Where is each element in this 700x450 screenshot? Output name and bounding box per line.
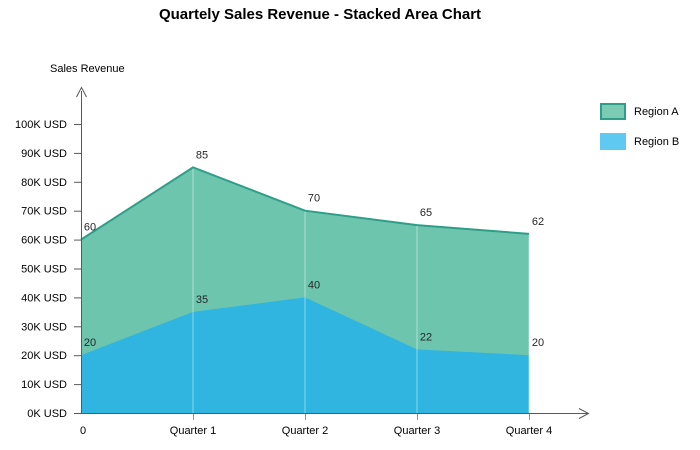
y-tick-label: 50K USD [21, 264, 67, 276]
data-label-region-b: 40 [308, 279, 320, 291]
x-tick-label: Quarter 3 [394, 425, 440, 437]
data-label-region-b: 22 [420, 331, 432, 343]
legend-label-region-a: Region A [634, 105, 679, 118]
data-label-region-a: 85 [196, 149, 208, 161]
data-label-region-b: 35 [196, 294, 208, 306]
legend-swatch-1 [600, 133, 626, 150]
x-tick-label: Quarter 1 [170, 425, 216, 437]
x-tick-label: Quarter 2 [282, 425, 328, 437]
y-tick-label: 60K USD [21, 235, 67, 247]
y-tick-label: 20K USD [21, 350, 67, 362]
data-label-region-a: 60 [84, 222, 96, 234]
y-tick-label: 70K USD [21, 206, 67, 218]
y-tick-label: 100K USD [15, 119, 67, 131]
y-tick-label: 80K USD [21, 177, 67, 189]
data-label-region-a: 62 [532, 216, 544, 228]
y-axis-title: Sales Revenue [50, 63, 125, 75]
data-label-region-a: 70 [308, 193, 320, 205]
legend-label-region-b: Region B [634, 135, 680, 148]
y-tick-label: 40K USD [21, 292, 67, 304]
data-label-region-b: 20 [532, 337, 544, 349]
legend: Region A Region B [600, 103, 679, 163]
edge-region-a [80, 166, 530, 241]
x-axis-arrow-icon [578, 408, 590, 419]
area-region-b [81, 297, 529, 413]
y-tick-label: 90K USD [21, 148, 67, 160]
legend-swatch-0 [600, 103, 626, 120]
chart-title: Quartely Sales Revenue - Stacked Area Ch… [158, 6, 482, 23]
y-tick-label: 10K USD [21, 379, 67, 391]
legend-item-region-a: Region A [600, 103, 679, 120]
legend-item-region-b: Region B [600, 133, 679, 150]
x-tick-label: Quarter 4 [506, 425, 552, 437]
data-label-region-a: 65 [420, 207, 432, 219]
x-tick-label: 0 [80, 425, 86, 437]
y-tick-label: 30K USD [21, 321, 67, 333]
y-tick-label: 0K USD [27, 408, 67, 420]
y-axis-arrow-icon [76, 86, 87, 98]
data-label-region-b: 20 [84, 337, 96, 349]
